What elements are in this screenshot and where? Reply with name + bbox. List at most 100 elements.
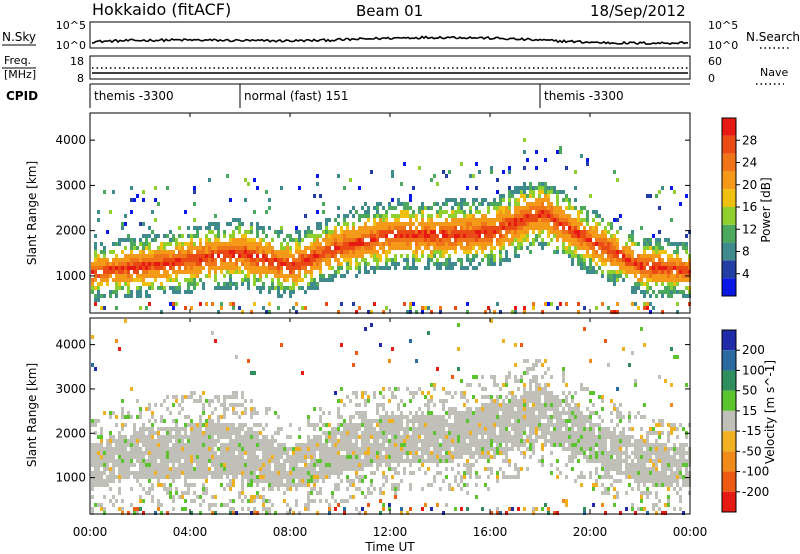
power-cell [160,242,163,246]
power-cell [439,214,442,218]
power-cell [589,258,592,262]
power-cell [418,258,421,262]
velocity-cell [184,479,187,483]
power-cell [358,186,361,190]
power-cell [472,254,475,258]
power-cell [640,226,643,230]
velocity-cell [223,415,226,419]
velocity-cell [355,451,358,455]
power-cell [469,226,472,230]
power-cell [319,246,322,250]
power-cell [133,246,136,250]
power-cell [658,230,661,234]
power-cell [679,202,682,206]
velocity-cell [256,467,259,471]
velocity-cell [325,431,328,435]
power-cell [559,218,562,222]
velocity-cell [193,447,196,451]
power-cell [196,274,199,278]
power-cell [406,202,409,206]
velocity-cell [208,503,211,507]
power-cell [226,246,229,250]
velocity-cell [427,455,430,459]
velocity-cell [355,435,358,439]
velocity-cell [145,451,148,455]
power-cell [94,274,97,278]
cpid-label: CPID [6,89,38,103]
power-cell [535,234,538,238]
power-cell [271,258,274,262]
velocity-cell [451,407,454,411]
power-cell [394,226,397,230]
velocity-cell [340,431,343,435]
power-cell [244,178,247,182]
power-cell [436,210,439,214]
velocity-cell [466,443,469,447]
power-cell [550,218,553,222]
velocity-cell [175,471,178,475]
power-cell [223,282,226,286]
power-cell [361,246,364,250]
power-cell [124,274,127,278]
velocity-cell [169,459,172,463]
power-cell [346,230,349,234]
velocity-cell [268,407,271,411]
velocity-cell [430,423,433,427]
power-cell [622,250,625,254]
power-cell [220,306,223,310]
power-cell [307,282,310,286]
velocity-cell [268,455,271,459]
velocity-cell [427,411,430,415]
power-cell [493,222,496,226]
velocity-cell [94,419,97,423]
power-cell [244,234,247,238]
velocity-cell [337,407,340,411]
power-cell [541,206,544,210]
power-cell [601,302,604,306]
velocity-cell [502,339,505,343]
power-cell [226,286,229,290]
power-cell [511,234,514,238]
velocity-cell [328,431,331,435]
velocity-cell [136,507,139,511]
power-cell [250,262,253,266]
velocity-cell [238,447,241,451]
power-cell [448,254,451,258]
velocity-cell [472,451,475,455]
velocity-cell [199,455,202,459]
power-cell [568,230,571,234]
velocity-cell [397,387,400,391]
velocity-cell [307,475,310,479]
velocity-cell [172,471,175,475]
power-cell [190,262,193,266]
power-cell [475,206,478,210]
velocity-cell [166,443,169,447]
power-cell [502,242,505,246]
power-cell [91,262,94,266]
power-cell [373,258,376,262]
velocity-cell [463,451,466,455]
power-cell [499,214,502,218]
velocity-cell [241,439,244,443]
velocity-cell [223,459,226,463]
power-cell [391,198,394,202]
velocity-cell [481,407,484,411]
velocity-cell [469,415,472,419]
power-cell [655,274,658,278]
velocity-cell [280,471,283,475]
velocity-cell [241,487,244,491]
power-cell [664,278,667,282]
velocity-cell [118,439,121,443]
power-cell [478,170,481,174]
power-cell [259,278,262,282]
velocity-cell [121,399,124,403]
velocity-cell [319,407,322,411]
power-cell [682,294,685,298]
power-cell [208,242,211,246]
cpid-segment-label: normal (fast) 151 [244,89,348,103]
velocity-cell [157,467,160,471]
power-cell [259,226,262,230]
power-cell [427,238,430,242]
power-cell [601,242,604,246]
power-cell [355,242,358,246]
